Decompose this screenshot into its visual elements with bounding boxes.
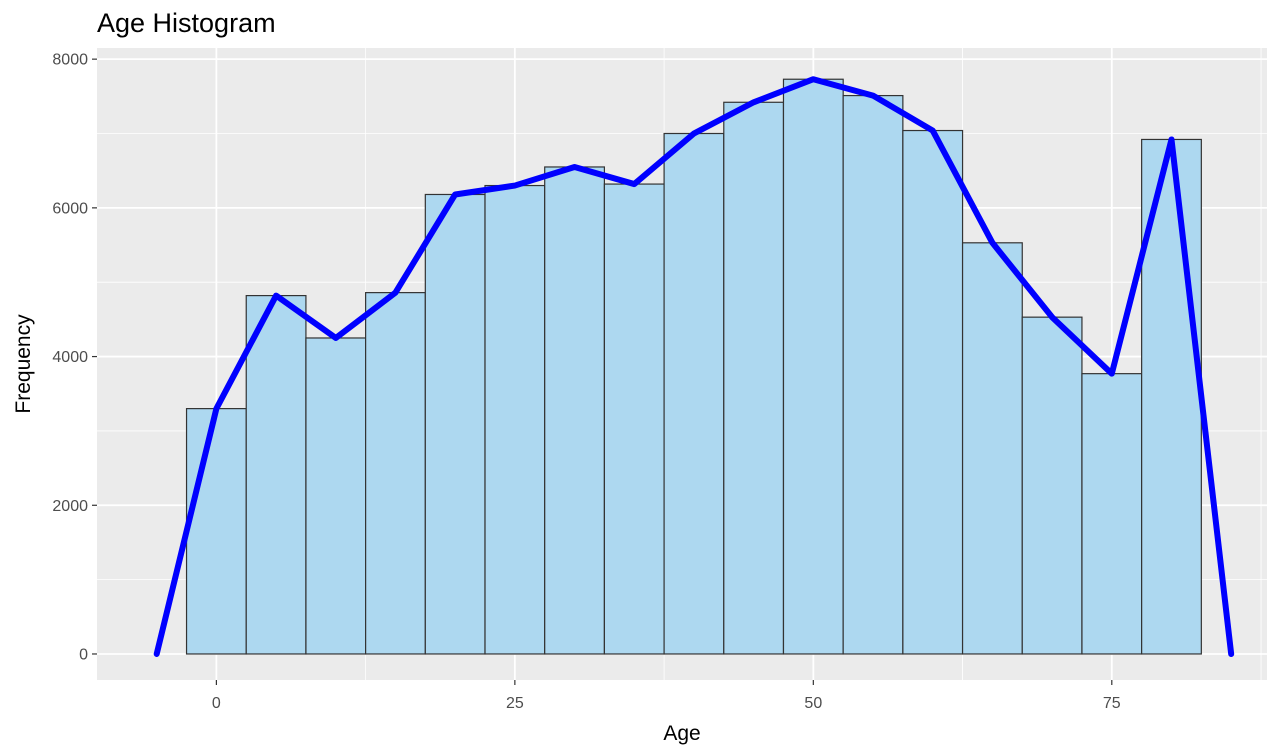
histogram-bar <box>544 166 605 655</box>
y-tick-label: 0 <box>79 646 88 663</box>
histogram-bar <box>961 242 1023 655</box>
histogram-bar <box>902 129 964 655</box>
x-tick-label: 25 <box>506 695 524 712</box>
histogram-bar <box>723 101 785 655</box>
axes: 0 2000 4000 6000 8000 0 25 50 75 <box>52 52 1120 712</box>
histogram-bars <box>185 78 1202 655</box>
histogram-bar <box>603 183 665 655</box>
frequency-polygon <box>153 76 1235 657</box>
frequency-line <box>153 76 1235 657</box>
histogram-bar <box>484 184 546 655</box>
x-axis-title: Age <box>663 722 700 745</box>
histogram-bar <box>365 292 426 655</box>
x-tick-label: 0 <box>212 695 221 712</box>
histogram-bar <box>185 408 247 655</box>
histogram-bar <box>782 78 844 655</box>
chart-title: Age Histogram <box>97 8 276 38</box>
y-tick-label: 6000 <box>52 200 88 217</box>
histogram-bar <box>663 132 725 655</box>
y-axis-title: Frequency <box>12 314 35 414</box>
y-tick-label: 8000 <box>52 52 88 69</box>
x-tick-label: 50 <box>804 695 822 712</box>
y-tick-label: 4000 <box>52 349 88 366</box>
histogram-bar <box>245 294 307 655</box>
x-tick-label: 75 <box>1103 695 1121 712</box>
histogram-bar <box>842 94 904 655</box>
y-tick-label: 2000 <box>52 498 88 515</box>
histogram-bar <box>424 193 486 655</box>
histogram-bar <box>1021 316 1083 655</box>
histogram-bar <box>305 337 367 655</box>
histogram-bar <box>1081 373 1143 655</box>
